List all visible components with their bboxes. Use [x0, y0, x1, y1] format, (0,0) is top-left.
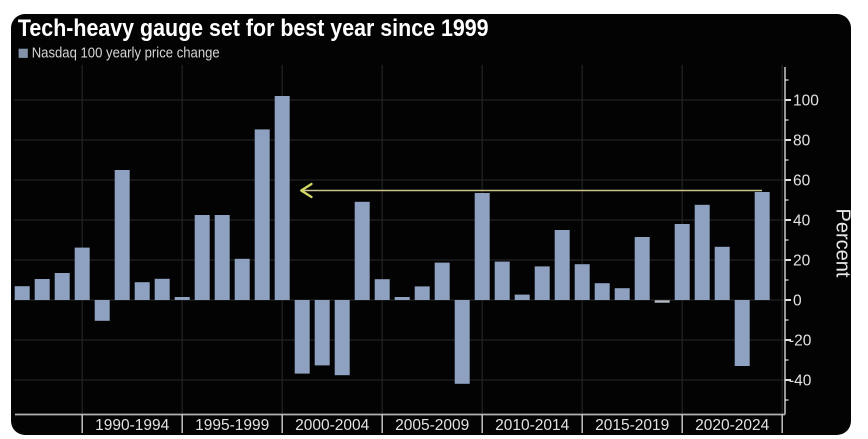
svg-text:2020-2024: 2020-2024: [695, 417, 770, 434]
svg-text:40: 40: [793, 212, 811, 229]
svg-text:2010-2014: 2010-2014: [495, 417, 570, 434]
svg-text:-20: -20: [789, 332, 812, 349]
svg-text:2005-2009: 2005-2009: [395, 417, 469, 434]
svg-text:2000-2004: 2000-2004: [295, 417, 370, 434]
svg-text:2015-2019: 2015-2019: [595, 417, 669, 434]
svg-text:Nasdaq 100 yearly price change: Nasdaq 100 yearly price change: [32, 44, 220, 61]
svg-text:Tech-heavy gauge set for best: Tech-heavy gauge set for best year since…: [18, 14, 489, 41]
svg-text:Percent: Percent: [832, 209, 854, 278]
svg-text:-40: -40: [789, 372, 812, 389]
svg-text:0: 0: [793, 292, 802, 309]
svg-text:1990-1994: 1990-1994: [95, 417, 170, 434]
svg-text:80: 80: [793, 132, 811, 149]
svg-text:60: 60: [793, 172, 811, 189]
svg-text:100: 100: [793, 92, 819, 109]
svg-text:1995-1999: 1995-1999: [195, 417, 269, 434]
svg-text:20: 20: [793, 252, 811, 269]
